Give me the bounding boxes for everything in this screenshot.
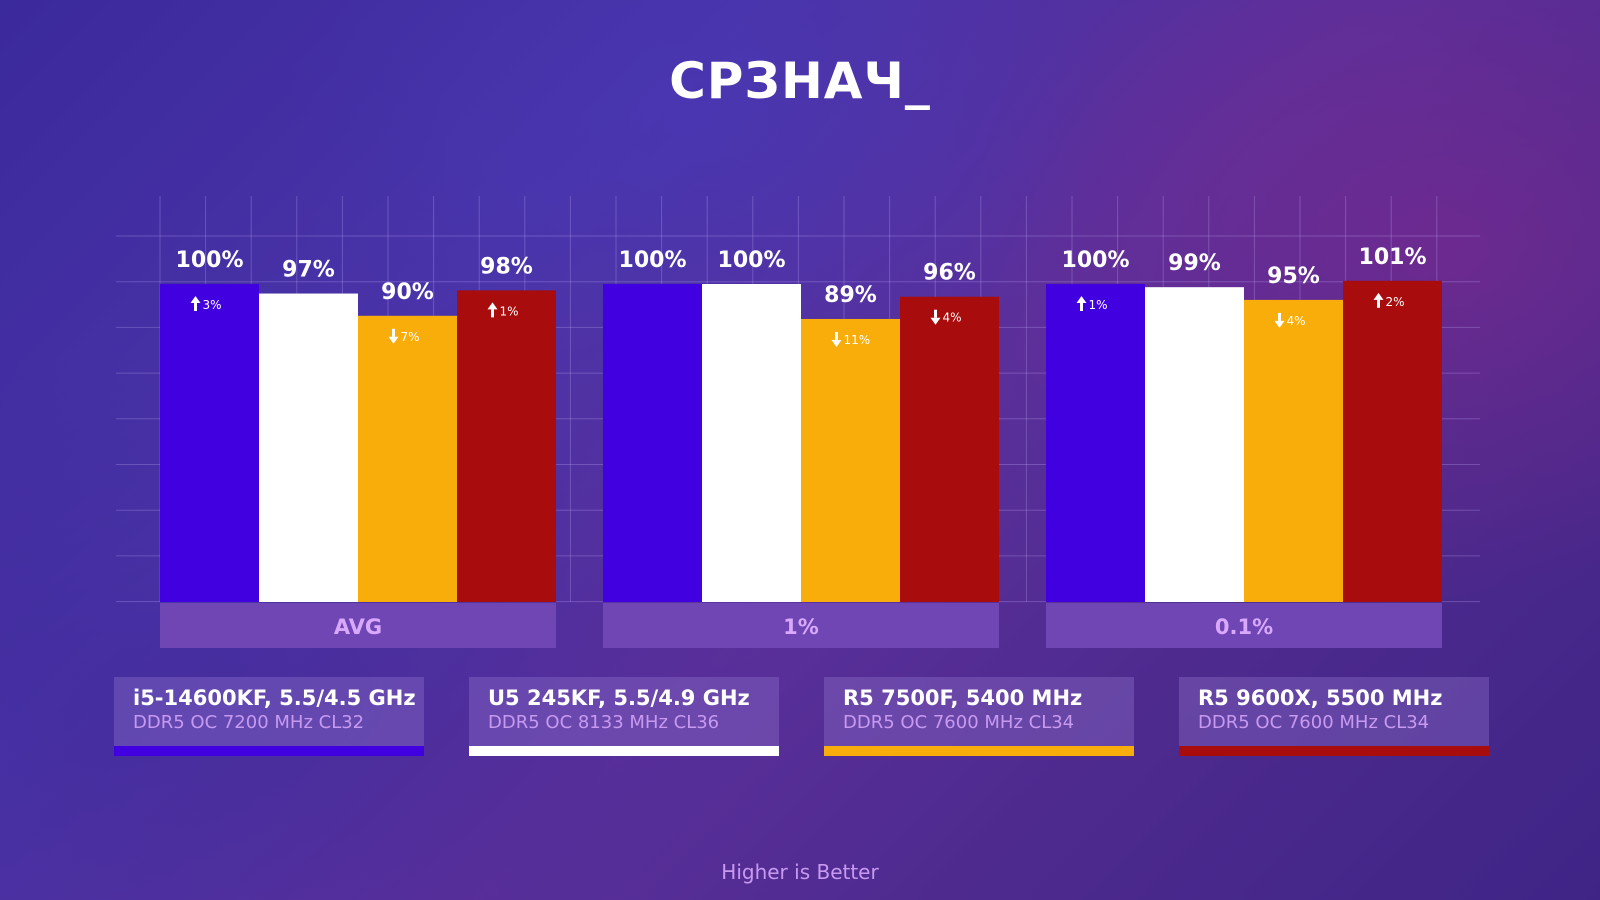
data-label: 100%: [1062, 248, 1130, 273]
delta-label: 4%: [1287, 314, 1306, 328]
footnote: Higher is Better: [721, 860, 879, 884]
arrow-up-icon: [487, 302, 498, 310]
category-label-band: [160, 603, 556, 648]
arrow-up-icon: [1076, 296, 1087, 303]
bar: [702, 284, 801, 602]
data-label: 89%: [824, 283, 877, 308]
bar: [259, 293, 358, 602]
data-label: 90%: [381, 280, 434, 305]
category-label-band: [1046, 603, 1442, 648]
legend-item-3: R5 7500F, 5400 MHz DDR5 OC 7600 MHz CL34: [824, 677, 1134, 756]
legend-item-4: R5 9600X, 5500 MHz DDR5 OC 7600 MHz CL34: [1179, 677, 1489, 756]
bar: [1145, 287, 1244, 602]
arrow-down-icon: [930, 317, 941, 325]
category-label: 0.1%: [1215, 615, 1273, 639]
data-label: 98%: [480, 254, 533, 279]
legend-memory-label: DDR5 OC 7600 MHz CL34: [1198, 712, 1430, 733]
data-label: 100%: [619, 248, 687, 273]
data-label: 97%: [282, 258, 335, 283]
arrow-down-icon: [831, 339, 842, 347]
arrow-up-icon-stem: [1377, 299, 1380, 308]
legend-cpu-label: i5-14600KF, 5.5/4.5 GHz: [133, 686, 416, 710]
arrow-up-icon-stem: [491, 309, 494, 318]
arrow-down-icon-stem: [934, 309, 937, 318]
legend-memory-label: DDR5 OC 8133 MHz CL36: [488, 712, 720, 733]
chart-title: СРЗНАЧ_: [669, 52, 931, 110]
arrow-up-icon-stem: [1080, 303, 1083, 311]
delta-label: 1%: [1089, 298, 1108, 312]
legend-swatch: [824, 746, 1134, 756]
legend-swatch: [469, 746, 779, 756]
legend-item-2: U5 245KF, 5.5/4.9 GHz DDR5 OC 8133 MHz C…: [469, 677, 779, 756]
legend-swatch: [1179, 746, 1489, 756]
delta-label: 3%: [203, 298, 222, 312]
category-label: 1%: [783, 615, 819, 639]
arrow-up-icon-stem: [194, 303, 197, 311]
data-label: 96%: [923, 261, 976, 286]
delta-label: 1%: [500, 304, 519, 318]
bar: [1244, 299, 1343, 602]
delta-label: 2%: [1386, 295, 1405, 309]
data-label: 100%: [718, 248, 786, 273]
legend-memory-label: DDR5 OC 7200 MHz CL32: [133, 712, 365, 733]
bar: [358, 315, 457, 602]
data-label: 95%: [1267, 264, 1320, 289]
legend-cpu-label: U5 245KF, 5.5/4.9 GHz: [488, 686, 750, 710]
data-label: 99%: [1168, 251, 1221, 276]
bar: [160, 284, 259, 602]
arrow-up-icon: [1373, 292, 1384, 300]
delta-label: 11%: [844, 333, 871, 347]
legend-cpu-label: R5 9600X, 5500 MHz: [1198, 686, 1443, 710]
legend-item-1: i5-14600KF, 5.5/4.5 GHz DDR5 OC 7200 MHz…: [114, 677, 424, 756]
arrow-down-icon: [388, 336, 399, 344]
data-label: 101%: [1359, 245, 1427, 270]
bar: [801, 318, 900, 602]
arrow-down-icon-stem: [835, 331, 838, 340]
bar: [457, 290, 556, 602]
arrow-down-icon: [1274, 320, 1285, 328]
arrow-down-icon-stem: [392, 328, 395, 337]
legend-swatch: [114, 746, 424, 756]
category-label: AVG: [334, 615, 382, 639]
arrow-up-icon: [190, 296, 201, 303]
delta-label: 7%: [401, 330, 420, 344]
data-label: 100%: [176, 248, 244, 273]
bar: [603, 284, 702, 602]
legend-cpu-label: R5 7500F, 5400 MHz: [843, 686, 1083, 710]
delta-label: 4%: [943, 311, 962, 325]
category-label-band: [603, 603, 999, 648]
legend-memory-label: DDR5 OC 7600 MHz CL34: [843, 712, 1075, 733]
bar: [1343, 280, 1442, 602]
bar: [900, 296, 999, 602]
bar: [1046, 284, 1145, 602]
arrow-down-icon-stem: [1278, 312, 1281, 321]
